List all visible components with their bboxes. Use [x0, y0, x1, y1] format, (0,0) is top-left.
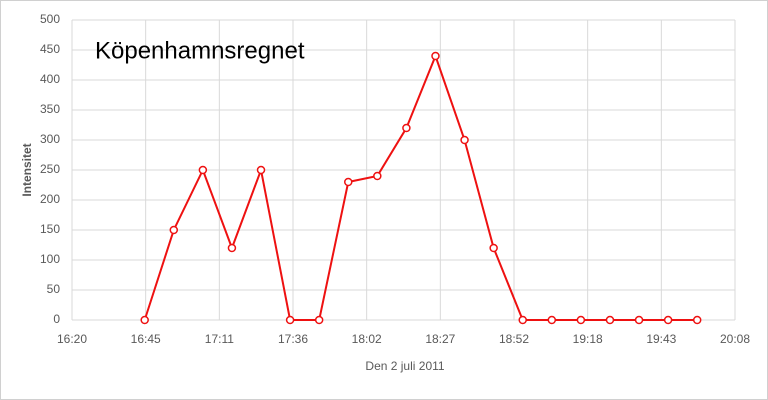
x-tick-label: 17:11 [205, 332, 234, 346]
x-tick-label: 17:36 [278, 332, 308, 346]
x-tick-label: 16:20 [57, 332, 87, 346]
y-tick-label: 200 [40, 192, 60, 206]
data-point [605, 315, 615, 325]
y-tick-label: 350 [40, 102, 60, 116]
data-point [256, 165, 266, 175]
data-line [143, 53, 698, 321]
y-tick-label: 50 [47, 282, 61, 296]
x-tick-label: 18:52 [499, 332, 529, 346]
y-tick-label: 100 [40, 252, 60, 266]
y-tick-label: 300 [40, 132, 60, 146]
data-point [518, 315, 527, 325]
data-point [663, 315, 673, 325]
chart-title: Köpenhamnsregnet [95, 37, 305, 64]
y-axis-label: Intensitet [20, 143, 34, 196]
data-point [140, 315, 149, 325]
x-tick-label: 19:43 [646, 332, 676, 346]
data-point [285, 315, 295, 325]
data-point [489, 243, 498, 253]
x-tick-label: 18:02 [352, 332, 382, 346]
data-point [547, 315, 557, 325]
y-tick-label: 500 [40, 12, 60, 26]
data-point [373, 171, 382, 181]
x-tick-label: 19:18 [573, 332, 603, 346]
data-point [634, 315, 644, 325]
x-axis-label: Den 2 juli 2011 [365, 359, 444, 373]
y-tick-label: 250 [40, 162, 60, 176]
data-point [692, 315, 702, 325]
y-tick-label: 450 [40, 42, 60, 56]
y-tick-label: 150 [40, 222, 60, 236]
data-point [169, 225, 179, 235]
data-point [576, 315, 586, 325]
data-point [314, 315, 324, 325]
y-tick-label: 0 [53, 312, 60, 326]
data-point [344, 177, 353, 187]
data-point [198, 165, 208, 175]
x-tick-label: 16:45 [131, 332, 161, 346]
x-tick-label: 18:27 [425, 332, 455, 346]
data-point [402, 123, 411, 133]
x-tick-label: 20:08 [720, 332, 750, 346]
data-point [431, 51, 440, 61]
y-tick-label: 400 [40, 72, 60, 86]
data-point [460, 135, 469, 145]
data-point [227, 243, 237, 253]
